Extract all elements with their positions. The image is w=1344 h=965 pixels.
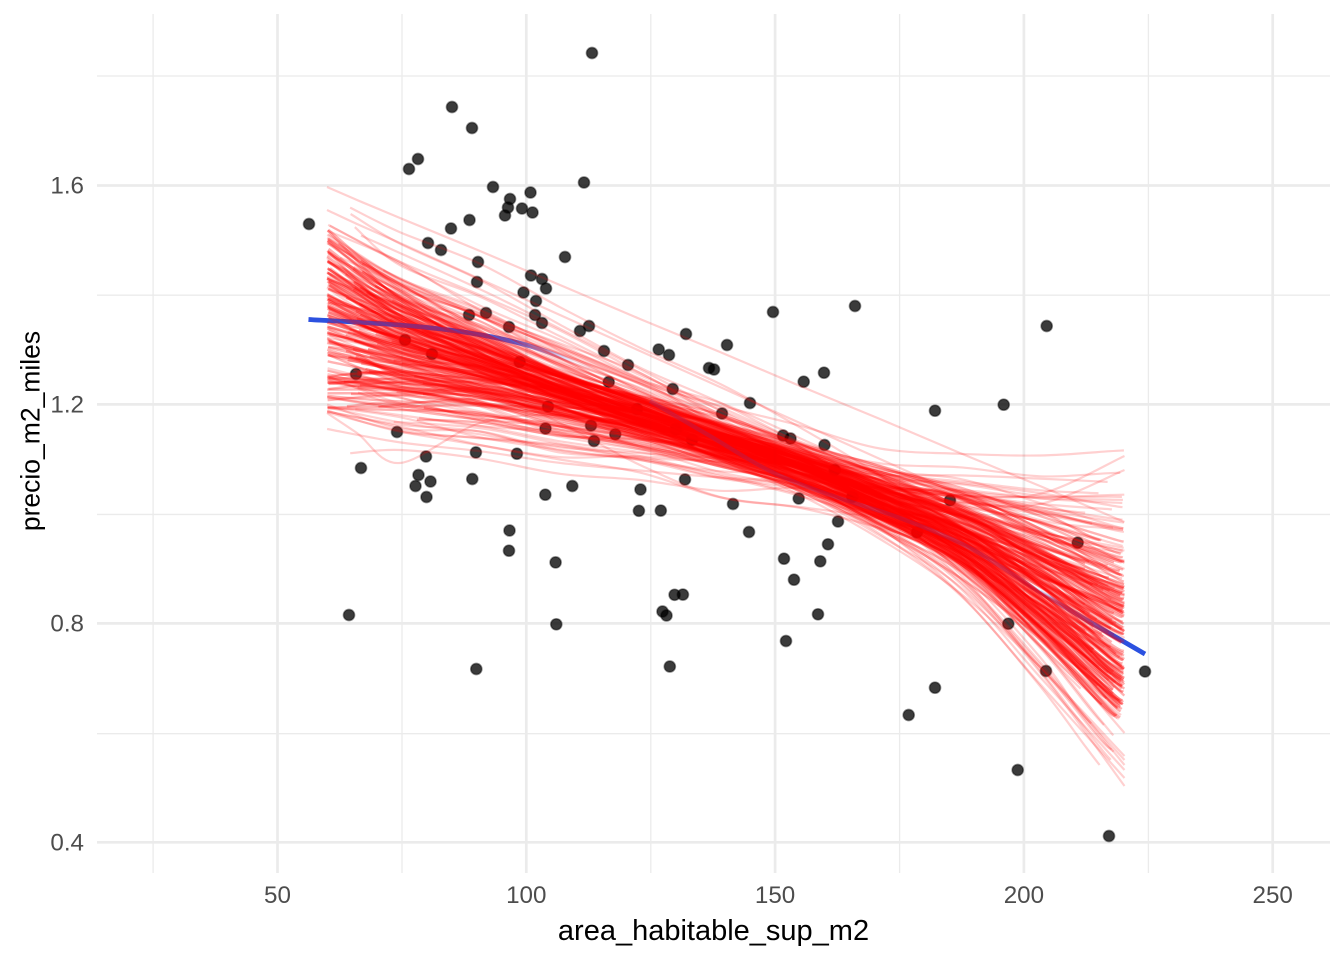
- svg-text:0.8: 0.8: [50, 611, 84, 638]
- svg-text:0.4: 0.4: [50, 830, 84, 857]
- svg-text:150: 150: [755, 882, 795, 909]
- svg-text:area_habitable_sup_m2: area_habitable_sup_m2: [558, 915, 869, 947]
- svg-text:precio_m2_miles: precio_m2_miles: [16, 331, 46, 531]
- svg-text:100: 100: [506, 882, 546, 909]
- svg-text:200: 200: [1004, 882, 1044, 909]
- svg-text:1.6: 1.6: [50, 173, 84, 200]
- svg-text:250: 250: [1253, 882, 1293, 909]
- svg-text:50: 50: [264, 882, 291, 909]
- svg-text:1.2: 1.2: [50, 392, 84, 419]
